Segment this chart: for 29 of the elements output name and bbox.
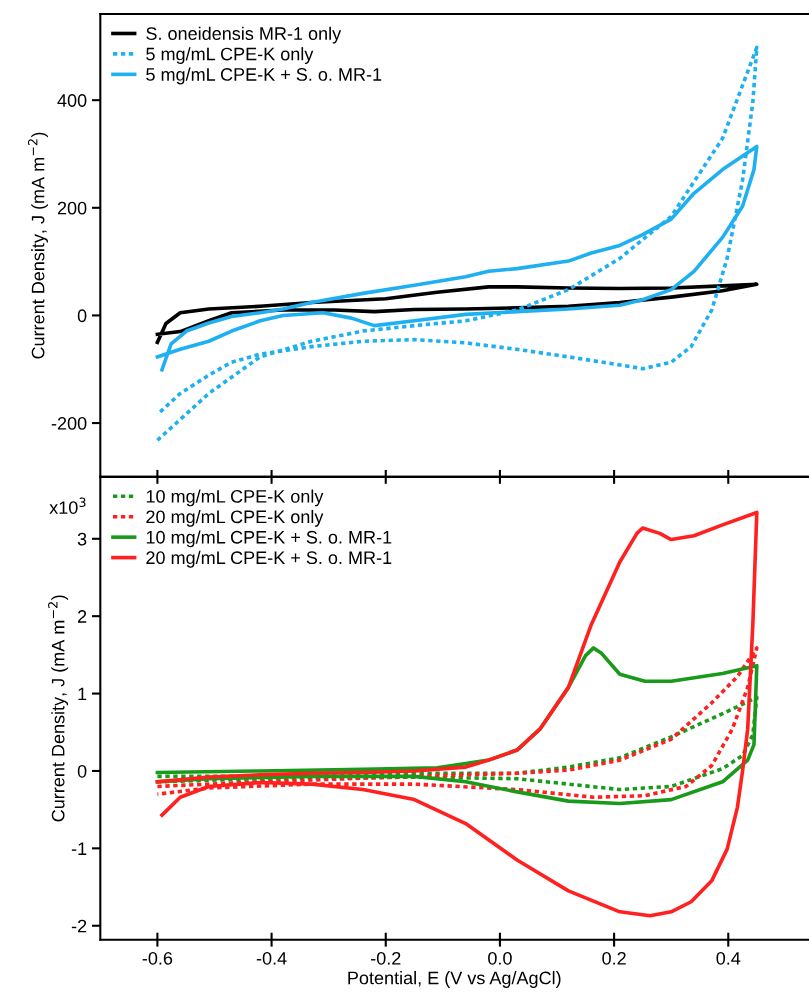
legend-label: 20 mg/mL CPE-K + S. o. MR-1 bbox=[146, 550, 392, 568]
x-axis-title: Potential, E (V vs Ag/AgCl) bbox=[348, 971, 561, 988]
y-tick-label: -2 bbox=[71, 919, 87, 933]
legend-label: 20 mg/mL CPE-K only bbox=[146, 509, 324, 527]
legend-label: 10 mg/mL CPE-K + S. o. MR-1 bbox=[146, 530, 392, 548]
x-tick-label: -0.2 bbox=[371, 951, 401, 965]
y-tick-label: -1 bbox=[71, 842, 87, 855]
x-tick-label: 0.4 bbox=[716, 951, 741, 965]
y-tick-label: 1 bbox=[78, 687, 87, 701]
legend-label: 10 mg/mL CPE-K only bbox=[146, 489, 324, 507]
x-tick-label: -0.6 bbox=[142, 951, 173, 965]
line-series bbox=[155, 45, 759, 443]
y-tick-label: 0 bbox=[77, 764, 87, 778]
legend-label: 5 mg/mL CPE-K + S. o. MR-1 bbox=[146, 67, 382, 85]
legend-label: S. oneidensis MR-1 only bbox=[146, 26, 342, 44]
y-tick-label: -200 bbox=[51, 416, 87, 430]
y-axis-title: Current Density, J (mA m$^{−2}$) bbox=[27, 132, 49, 359]
y-tick-label: 400 bbox=[57, 94, 87, 107]
x-tick-label: 0.2 bbox=[602, 951, 626, 965]
x-tick-label: 0.0 bbox=[488, 951, 512, 965]
y-tick-label: 2 bbox=[77, 610, 87, 623]
text: x10$^{3}$ bbox=[49, 497, 86, 514]
y-tick-label: 200 bbox=[57, 201, 87, 215]
x-tick-label: -0.4 bbox=[256, 951, 287, 965]
legend-label: 5 mg/mL CPE-K only bbox=[146, 47, 314, 64]
line-series bbox=[155, 282, 759, 345]
y-tick-label: 0 bbox=[77, 309, 87, 323]
y-tick-label: 3 bbox=[77, 532, 87, 546]
y-axis-title: Current Density, J (mA m$^{−2}$) bbox=[48, 595, 69, 822]
